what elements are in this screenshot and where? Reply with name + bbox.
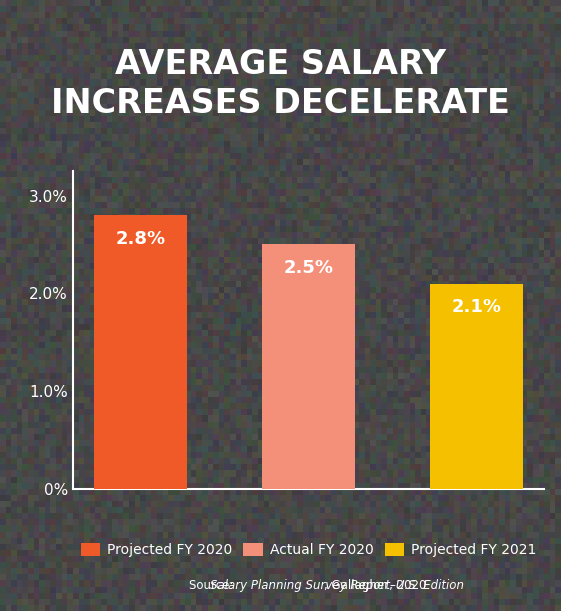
Bar (263, 244, 355, 489)
Text: Salary Planning Survey Report–U.S. Edition: Salary Planning Survey Report–U.S. Editi… (210, 579, 465, 592)
Text: AVERAGE SALARY: AVERAGE SALARY (115, 48, 446, 81)
Bar (94, 215, 187, 489)
Text: INCREASES DECELERATE: INCREASES DECELERATE (51, 87, 510, 120)
Text: Source:: Source: (189, 579, 237, 592)
Text: 2.1%: 2.1% (452, 298, 502, 316)
Bar (430, 284, 523, 489)
Text: 2.8%: 2.8% (116, 230, 165, 247)
Text: , Gallagher, 2020.: , Gallagher, 2020. (324, 579, 430, 592)
Text: 2.5%: 2.5% (283, 259, 334, 277)
Legend: Projected FY 2020, Actual FY 2020, Projected FY 2021: Projected FY 2020, Actual FY 2020, Proje… (75, 537, 542, 563)
